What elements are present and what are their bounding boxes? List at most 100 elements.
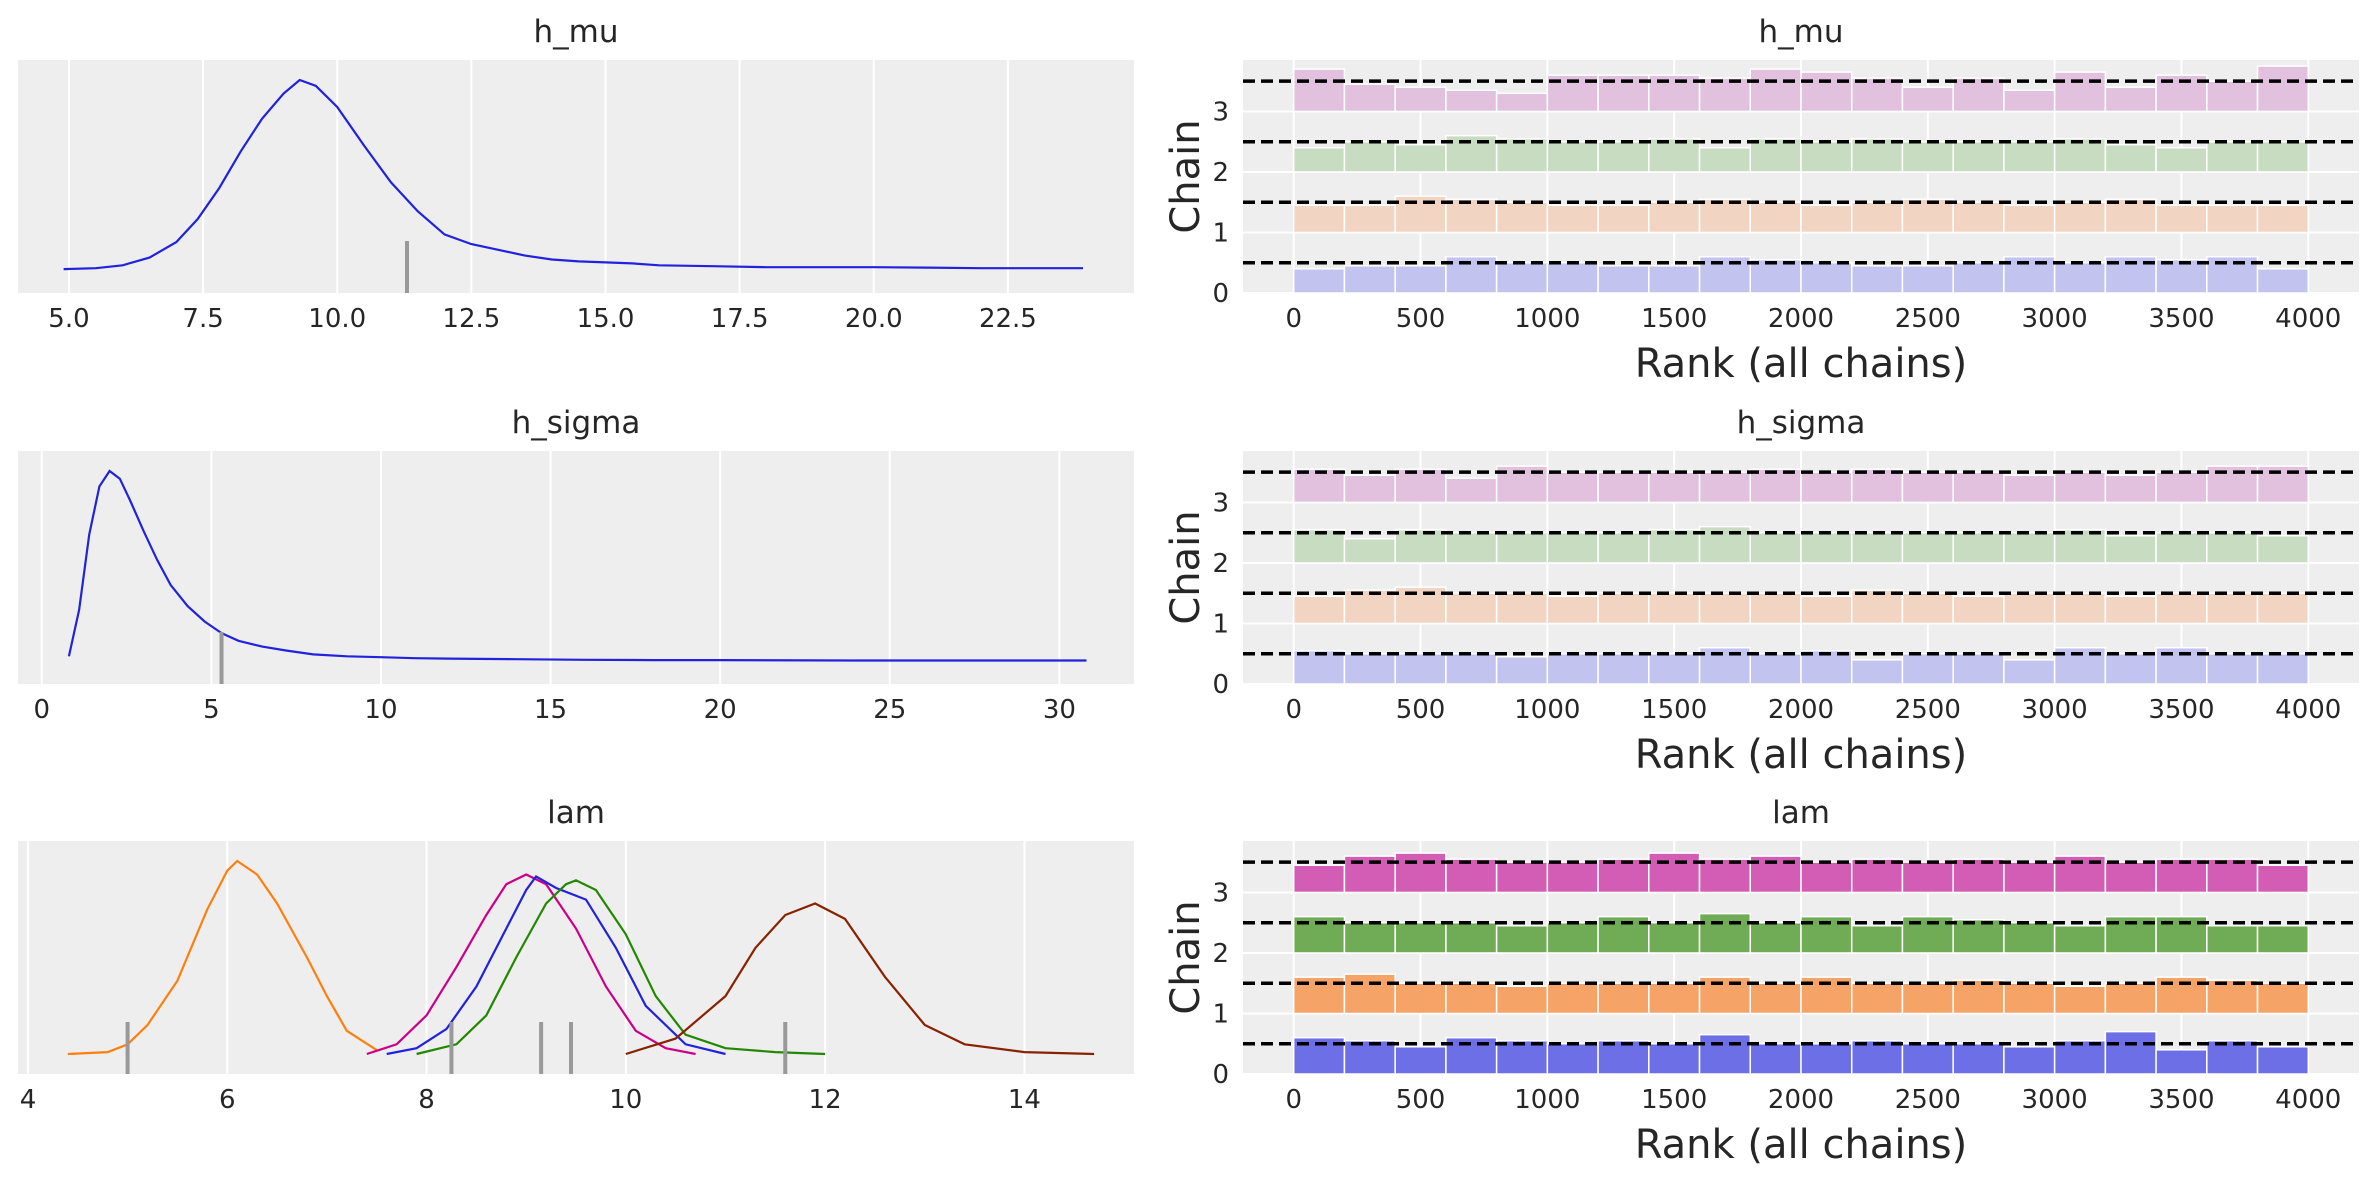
- rank-bar: [1800, 649, 1853, 685]
- rank-bar: [1546, 595, 1599, 625]
- rank-bar: [1343, 652, 1396, 685]
- rank-bar: [2003, 89, 2056, 113]
- x-tick-label: 10.0: [308, 304, 366, 334]
- rank-bar: [2053, 924, 2107, 954]
- x-tick-label: 6: [219, 1085, 236, 1115]
- rank-bar: [2206, 1039, 2259, 1075]
- x-tick-label: 4000: [2275, 1085, 2341, 1115]
- rank-bar: [1343, 140, 1396, 173]
- rank-bar: [2053, 592, 2107, 625]
- rank-bar: [1394, 468, 1447, 504]
- rank-bar: [1901, 592, 1954, 625]
- rank-bar: [1800, 140, 1853, 173]
- rank-bar: [2053, 71, 2107, 113]
- rank-bar: [1597, 471, 1650, 504]
- rank-bar: [1597, 265, 1650, 294]
- rank-bar: [1800, 204, 1853, 234]
- rank-bar: [1394, 921, 1447, 954]
- x-tick-label: 1500: [1641, 304, 1707, 334]
- x-tick-label: 3000: [2022, 1085, 2088, 1115]
- rank-bar: [1901, 86, 1954, 113]
- rank-bar: [1394, 652, 1447, 685]
- y-tick-label: 3: [1212, 488, 1229, 518]
- x-tick-label: 500: [1396, 304, 1446, 334]
- plot-area: [18, 841, 1134, 1074]
- rank-bar: [1445, 89, 1498, 113]
- rank-bar: [1546, 204, 1599, 234]
- rank-bar: [1952, 471, 2005, 504]
- density-line-1: [67, 469, 1087, 662]
- rank-bar: [2104, 143, 2157, 173]
- rank-bar: [1800, 71, 1853, 113]
- rank-bar: [1648, 921, 1701, 954]
- y-axis-label: Chain: [1163, 510, 1209, 624]
- panel-4-rank-plot: h_mu 0 500 1000 1500 2000 2500 3000 3500 4000 0 1 2 3…: [1163, 14, 2359, 387]
- rank-bar: [1648, 471, 1701, 504]
- x-tick-label: 3500: [2148, 695, 2214, 725]
- rank-bar: [1445, 982, 1498, 1015]
- rank-bar: [1850, 1039, 1904, 1075]
- rank-bar: [1597, 858, 1650, 894]
- rank-bar: [1850, 858, 1904, 894]
- rank-bar: [1546, 140, 1599, 173]
- rank-bar: [1292, 864, 1346, 894]
- rank-bar: [2003, 1046, 2056, 1075]
- x-tick-label: 15: [534, 695, 567, 725]
- rank-bar: [1292, 528, 1346, 564]
- x-tick-label: 12.5: [442, 304, 500, 334]
- density-line-1: [63, 78, 1083, 271]
- rank-bar: [1394, 852, 1447, 894]
- rank-bar: [2053, 471, 2107, 504]
- rank-bar: [1546, 261, 1599, 294]
- y-tick-label: 3: [1212, 878, 1229, 908]
- rank-bar: [2206, 652, 2259, 685]
- x-tick-label: 10: [609, 1085, 642, 1115]
- rank-bar: [1850, 201, 1904, 234]
- rank-bar: [1952, 140, 2005, 173]
- rank-bar: [1394, 265, 1447, 294]
- x-tick-label: 3000: [2022, 304, 2088, 334]
- rank-bar: [1698, 858, 1752, 894]
- rank-bar: [2104, 474, 2157, 504]
- rank-bar: [1597, 1039, 1650, 1075]
- rank-bar: [1495, 656, 1549, 685]
- rank-bar: [2256, 465, 2310, 504]
- rank-bar: [1495, 861, 1549, 894]
- y-tick-label: 1: [1212, 218, 1229, 248]
- y-tick-label: 0: [1212, 670, 1229, 700]
- rank-bar: [1292, 468, 1346, 504]
- x-tick-label: 0: [1285, 1085, 1302, 1115]
- rank-bar: [1343, 265, 1396, 294]
- rank-bar: [2206, 924, 2259, 954]
- rank-bar: [2206, 255, 2259, 294]
- plot-area: [18, 451, 1134, 684]
- rank-bar: [1648, 74, 1701, 113]
- x-tick-label: 10: [364, 695, 397, 725]
- rank-bar: [1901, 861, 1954, 894]
- rank-bar: [1800, 471, 1853, 504]
- rank-bar: [1952, 261, 2005, 294]
- x-tick-label: 5: [203, 695, 220, 725]
- panel-6-rank-plot: lam 0 500 1000 1500 2000 2500 3000 3500 4000 0 1 2 3 R…: [1163, 795, 2359, 1168]
- rank-bar: [1495, 531, 1549, 564]
- rank-bar: [1445, 1036, 1498, 1075]
- x-tick-label: 2500: [1895, 304, 1961, 334]
- rank-bar: [1749, 531, 1802, 564]
- rank-bar: [2206, 204, 2259, 234]
- rank-bar: [1901, 982, 1954, 1015]
- rank-bar: [1445, 255, 1498, 294]
- x-tick-label: 14: [1008, 1085, 1041, 1115]
- rank-bar: [1343, 204, 1396, 234]
- rank-bar: [1546, 1042, 1599, 1075]
- rank-bar: [1800, 1042, 1853, 1075]
- rank-bar: [2053, 1039, 2107, 1075]
- rank-bar: [2256, 268, 2310, 294]
- rank-bar: [2104, 198, 2157, 234]
- density-line-5: [625, 902, 1095, 1056]
- rank-bar: [1597, 140, 1650, 173]
- x-tick-label: 25: [873, 695, 906, 725]
- rank-bar: [1901, 531, 1954, 564]
- rank-bar: [1648, 528, 1701, 564]
- rank-bar: [2003, 204, 2056, 234]
